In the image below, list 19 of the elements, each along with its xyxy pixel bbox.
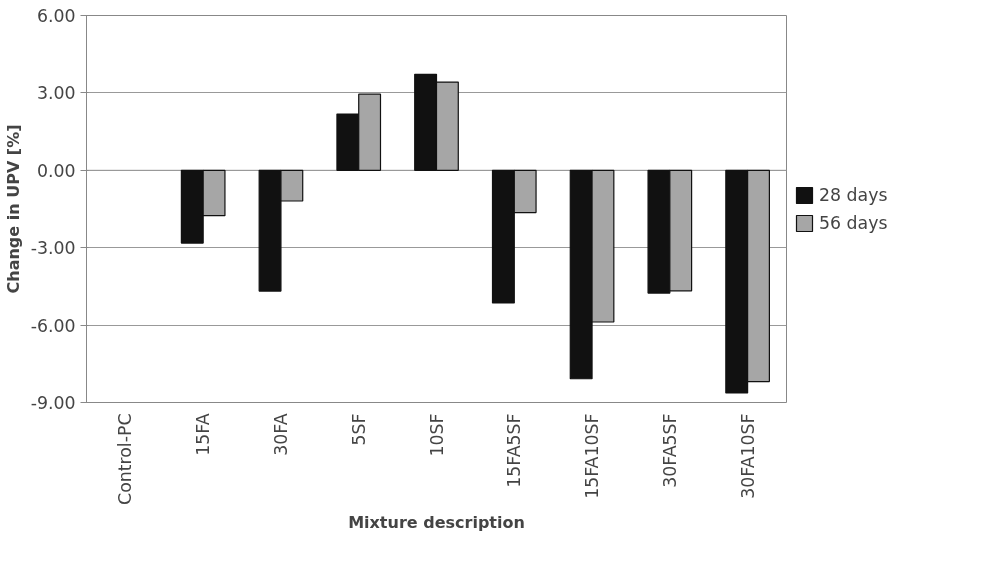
y-tick-label: 6.00 [36,6,76,26]
x-tick-label: 5SF [348,413,369,446]
x-tick-label: Control-PC [115,413,136,505]
y-tick-label: -6.00 [30,315,76,336]
y-tick-label: 3.00 [36,83,76,104]
y-axis-title: Change in UPV [%] [3,124,23,294]
legend-label: 56 days [819,212,888,233]
x-axis-title: Mixture description [348,512,525,532]
y-tick-label: -3.00 [30,238,76,259]
x-tick-label: 15FA5SF [504,413,525,488]
x-tick-label: 15FA [193,413,214,456]
x-tick-label: 15FA10SF [582,413,603,499]
legend-label: 28 days [819,184,888,205]
x-tick-label: 10SF [426,413,447,457]
x-tick-label: 30FA [270,413,291,456]
x-tick-label: 30FA5SF [659,413,680,488]
x-tick-label: 30FA10SF [737,413,758,499]
y-tick-label: -9.00 [30,393,76,413]
y-tick-label: 0.00 [36,160,76,181]
